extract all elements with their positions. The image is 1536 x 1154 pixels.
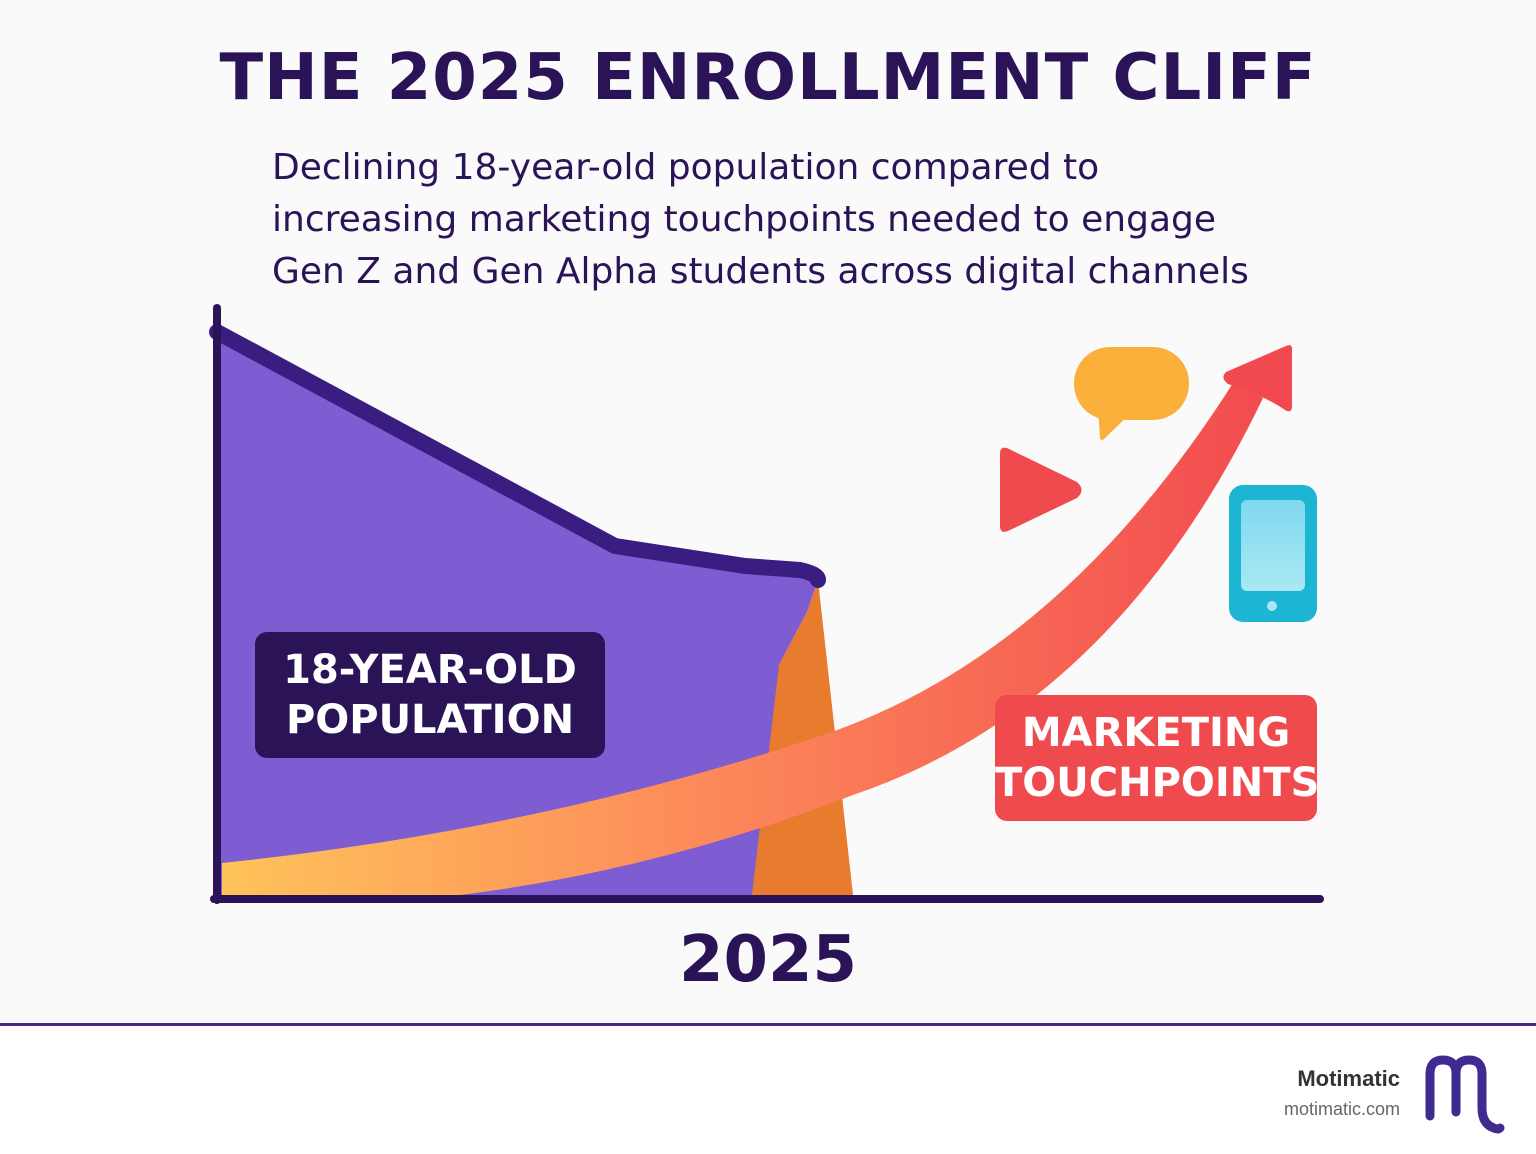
smartphone-icon — [1229, 485, 1317, 622]
brand-url-link[interactable]: motimatic.com — [1283, 1099, 1400, 1119]
motimatic-logo-icon — [1425, 1055, 1505, 1134]
subtitle-line-1: Declining 18-year-old population compare… — [272, 147, 1100, 188]
touchpoints-arrow-body — [222, 380, 1263, 895]
chat-bubble-icon — [1074, 347, 1189, 440]
touchpoints-label-line-2: TOUCHPOINTS — [995, 760, 1320, 806]
population-label-line-1: 18-YEAR-OLD — [283, 647, 577, 693]
brand-name: Motimatic — [1297, 1066, 1400, 1091]
x-tick-label-2025: 2025 — [678, 923, 858, 997]
subtitle: Declining 18-year-old population compare… — [272, 142, 1412, 298]
touchpoints-label-line-1: MARKETING — [1021, 710, 1291, 756]
footer — [0, 1026, 1536, 1154]
subtitle-line-2: increasing marketing touchpoints needed … — [272, 199, 1217, 240]
population-label-line-2: POPULATION — [285, 697, 575, 743]
video-play-icon — [1000, 447, 1082, 532]
enrollment-chart — [209, 304, 1324, 904]
subtitle-line-3: Gen Z and Gen Alpha students across digi… — [272, 251, 1249, 292]
footer-divider — [0, 1023, 1536, 1026]
population-series-label: 18-YEAR-OLD POPULATION — [255, 632, 605, 758]
touchpoints-series-label: MARKETING TOUCHPOINTS — [995, 695, 1320, 821]
population-area-edge — [209, 324, 826, 588]
page-title: THE 2025 ENROLLMENT CLIFF — [219, 41, 1317, 115]
touchpoints-arrowhead — [1223, 345, 1293, 412]
